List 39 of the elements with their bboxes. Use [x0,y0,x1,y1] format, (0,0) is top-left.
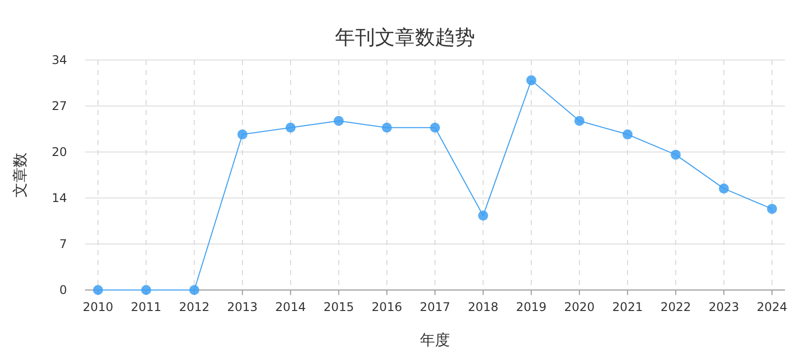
point [334,116,344,126]
point [189,285,200,295]
point [93,285,103,295]
x-tick-label: 2011 [130,300,162,314]
x-tick-label: 2020 [564,300,595,314]
y-tick-label: 14 [52,191,67,205]
x-tick-label: 2015 [323,300,354,314]
x-tick-label: 2017 [420,300,450,314]
point [574,116,584,126]
x-axis-title: 年度 [420,331,450,349]
point [670,150,681,160]
point [237,129,248,140]
point [141,285,152,295]
x-tick-label: 2018 [468,300,498,314]
y-axis-title: 文章数 [11,152,29,198]
x-tick-label: 2019 [516,300,547,314]
x-tick-label: 2010 [82,300,114,314]
point [767,204,777,214]
x-tick-label: 2023 [708,300,740,314]
x-tick-label: 2013 [227,300,258,314]
x-tick-label: 2016 [372,300,402,314]
point [478,210,488,221]
x-tick-label: 2021 [612,300,643,314]
y-tick-label: 34 [52,53,67,67]
x-tick-label: 2024 [756,300,788,314]
point [718,184,729,194]
y-tick-label: 7 [59,237,67,251]
y-tick-label: 27 [52,99,67,113]
point [526,75,536,86]
y-tick-label: 20 [52,145,67,159]
x-tick-label: 2012 [179,300,210,314]
point [286,122,296,133]
point [382,122,392,133]
chart-title: 年刊文章数趋势 [335,25,475,49]
point [430,122,440,133]
point [622,129,633,140]
x-tick-label: 2014 [275,300,306,314]
y-tick-label: 0 [59,283,67,297]
x-tick-label: 2022 [660,300,691,314]
